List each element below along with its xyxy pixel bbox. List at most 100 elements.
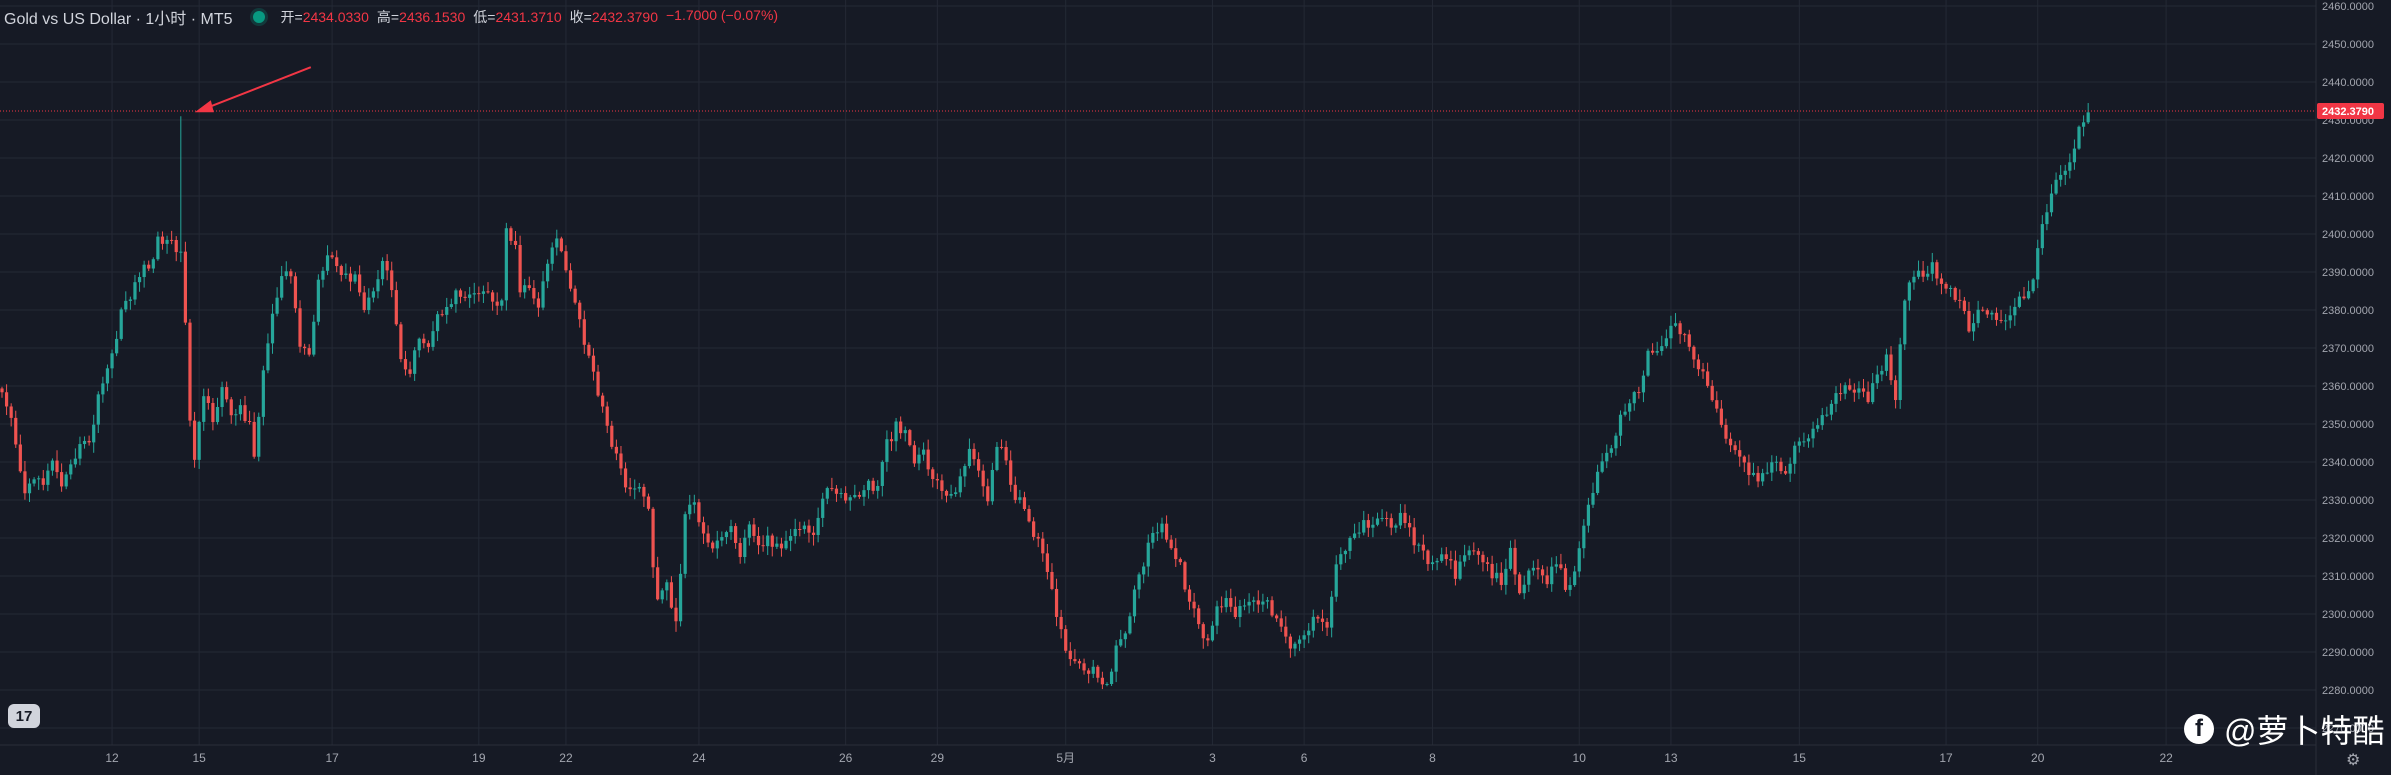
candle-body: [1467, 550, 1471, 556]
candle-body: [1733, 445, 1737, 451]
price-change: −1.7000 (−0.07%): [666, 7, 779, 23]
close-label: 收=: [569, 9, 592, 25]
candle-body: [1109, 671, 1114, 684]
candle-body: [1504, 568, 1508, 585]
candle-body: [1756, 472, 1760, 482]
candle-body: [41, 478, 45, 485]
candle-body: [825, 488, 829, 499]
candle-body: [972, 448, 976, 460]
candle-body: [348, 273, 353, 282]
candle-body: [990, 469, 994, 502]
candle-body: [1398, 512, 1403, 526]
candle-body: [1843, 385, 1847, 394]
candle-body: [1522, 584, 1526, 594]
candle-body: [1187, 589, 1192, 602]
y-tick-label: 2420.0000: [2322, 153, 2374, 165]
candle-body: [1614, 435, 1618, 449]
candle-body: [128, 299, 132, 301]
candle-body: [1293, 643, 1297, 649]
candle-body: [1738, 450, 1742, 457]
arrow-shaft[interactable]: [200, 66, 312, 112]
candle-body: [202, 396, 206, 422]
watermark: f @萝卜特酷: [2184, 706, 2385, 752]
candle-body: [1774, 461, 1778, 463]
x-tick-label: 26: [839, 751, 853, 765]
candle-body: [977, 459, 981, 471]
candle-body: [844, 493, 848, 501]
candle-body: [1380, 517, 1384, 519]
y-tick-label: 2410.0000: [2322, 191, 2374, 203]
candle-body: [1472, 550, 1476, 552]
candle-body: [312, 321, 316, 355]
candle-body: [2040, 224, 2044, 249]
candle-body: [1201, 624, 1205, 639]
candle-body: [743, 537, 747, 558]
candle-body: [1962, 300, 1966, 311]
candle-body: [119, 309, 123, 339]
settings-gear-icon[interactable]: ⚙: [2346, 752, 2361, 769]
candle-body: [73, 458, 77, 465]
x-tick-label: 6: [1301, 751, 1308, 765]
legend-header: Gold vs US Dollar · 1小时 · MT5 开=2434.033…: [4, 6, 778, 28]
candle-body: [1064, 629, 1068, 651]
candle-body: [752, 524, 756, 536]
candle-body: [1485, 562, 1490, 564]
candle-body: [403, 359, 408, 370]
candle-body: [385, 260, 389, 271]
candle-body: [807, 525, 811, 533]
candle-body: [2068, 162, 2072, 171]
candle-body: [1742, 456, 1746, 463]
ohlc-low: 低=2431.3710: [473, 7, 561, 27]
candle-body: [862, 490, 866, 497]
candle-body: [1568, 585, 1572, 590]
candle-body: [1889, 354, 1893, 381]
candle-body: [706, 533, 710, 543]
candle-body: [1032, 521, 1036, 537]
symbol-title[interactable]: Gold vs US Dollar · 1小时 · MT5: [4, 11, 233, 28]
annotation-arrow[interactable]: [194, 66, 312, 113]
candle-body: [413, 350, 417, 374]
candle-body: [358, 274, 362, 293]
candle-body: [1449, 559, 1453, 561]
candle-body: [619, 453, 623, 469]
candle-body: [2072, 148, 2077, 163]
candle-body: [1348, 537, 1352, 551]
candle-body: [802, 525, 806, 530]
candle-body: [321, 270, 325, 280]
candle-body: [1261, 601, 1265, 605]
candle-body: [546, 263, 550, 282]
candle-body: [1054, 588, 1059, 617]
candle-body: [1770, 462, 1774, 473]
candle-body: [876, 485, 880, 491]
candle-body: [1238, 606, 1242, 618]
y-tick-label: 2330.0000: [2322, 495, 2374, 507]
high-label: 高=: [376, 9, 400, 25]
candle-body: [440, 314, 444, 316]
candle-body: [1403, 512, 1407, 524]
candle-body: [408, 369, 412, 374]
candle-body: [1247, 601, 1251, 606]
candle-body: [87, 440, 91, 443]
candle-body: [188, 322, 192, 421]
price-badge[interactable]: 2432.3790: [2322, 106, 2374, 118]
candle-body: [1981, 309, 1985, 311]
candle-body: [1288, 636, 1292, 649]
candle-body: [50, 460, 55, 471]
candle-body: [1632, 392, 1636, 404]
arrow-head[interactable]: [194, 100, 214, 113]
candle-body: [2022, 296, 2026, 299]
candle-body: [1706, 371, 1710, 386]
candle-body: [1499, 572, 1503, 585]
candle-body: [151, 259, 155, 269]
time-axis[interactable]: 12 15 17 19 22 24 26 29 5月 3 6 8 10 13 15 17 20 22: [0, 744, 2316, 765]
candle-body: [362, 292, 366, 310]
tradingview-logo-icon[interactable]: 17: [8, 704, 40, 728]
candle-body: [656, 567, 660, 600]
price-axis[interactable]: 2460.00002450.00002440.00002430.00002420…: [2315, 0, 2391, 775]
candle-body: [1412, 527, 1416, 546]
candle-body: [2031, 279, 2035, 292]
candle-body: [1513, 547, 1517, 575]
candle-body: [504, 228, 508, 301]
candle-body: [1119, 639, 1123, 646]
